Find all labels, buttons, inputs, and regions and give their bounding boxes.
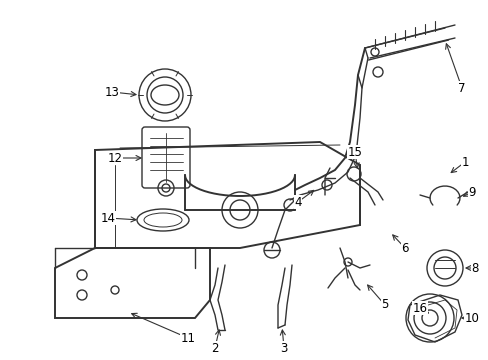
Text: 15: 15 (347, 145, 362, 158)
Text: 10: 10 (464, 311, 478, 324)
Text: 7: 7 (457, 81, 465, 94)
Text: 1: 1 (460, 156, 468, 168)
Text: 6: 6 (401, 242, 408, 255)
Text: 8: 8 (470, 261, 478, 274)
Text: 11: 11 (180, 332, 195, 345)
Text: 12: 12 (107, 152, 122, 165)
Text: 14: 14 (101, 211, 115, 225)
Text: 16: 16 (412, 302, 427, 315)
Text: 5: 5 (381, 298, 388, 311)
Text: 2: 2 (211, 342, 218, 355)
Text: 3: 3 (280, 342, 287, 355)
Text: 4: 4 (294, 195, 301, 208)
Text: 9: 9 (468, 185, 475, 198)
Text: 13: 13 (104, 85, 119, 99)
